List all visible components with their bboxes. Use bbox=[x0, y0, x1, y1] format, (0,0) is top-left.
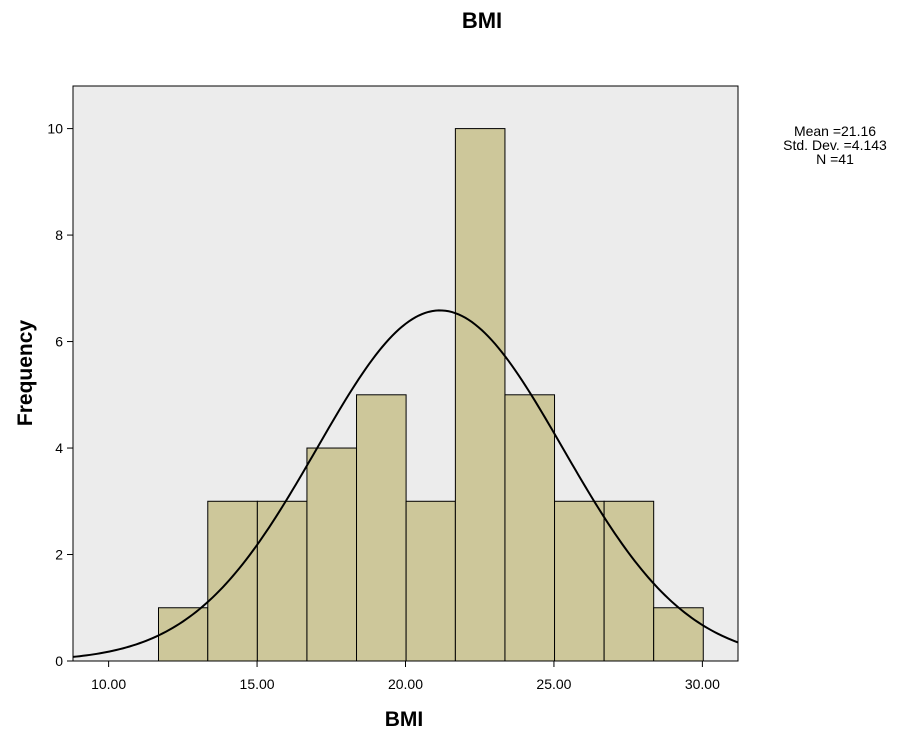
x-tick-label-25.00: 25.00 bbox=[536, 676, 571, 692]
normal-curve bbox=[72, 309, 739, 658]
y-tick-label-10: 10 bbox=[47, 121, 63, 137]
x-axis-title: BMI bbox=[385, 708, 424, 731]
histogram-bar-6 bbox=[405, 500, 456, 662]
histogram-bar-5 bbox=[356, 394, 407, 662]
x-tick-label-30.00: 30.00 bbox=[685, 676, 720, 692]
statistics-legend: Mean =21.16 Std. Dev. =4.143 N =41 bbox=[770, 124, 900, 166]
histogram-bar-11 bbox=[653, 607, 704, 662]
x-tick-label-10.00: 10.00 bbox=[91, 676, 126, 692]
y-tick-label-6: 6 bbox=[55, 334, 63, 350]
histogram-bar-3 bbox=[256, 500, 308, 662]
y-axis: 0 2 4 6 8 10 bbox=[47, 121, 73, 669]
y-axis-title: Frequency bbox=[14, 320, 37, 427]
y-tick-label-4: 4 bbox=[55, 440, 63, 456]
y-tick-label-2: 2 bbox=[55, 547, 63, 563]
histogram-bar-2 bbox=[207, 500, 258, 662]
histogram-bar-8 bbox=[504, 394, 556, 662]
stat-std-dev: Std. Dev. =4.143 bbox=[783, 137, 887, 153]
x-tick-label-15.00: 15.00 bbox=[240, 676, 275, 692]
y-tick-label-8: 8 bbox=[55, 227, 63, 243]
chart-title: BMI bbox=[461, 8, 503, 33]
stat-n: N =41 bbox=[816, 151, 854, 167]
bars-group bbox=[158, 128, 704, 662]
histogram-bar-4 bbox=[306, 447, 358, 662]
histogram-bar-7 bbox=[454, 128, 506, 662]
histogram-bar-9 bbox=[554, 500, 605, 662]
x-tick-label-20.00: 20.00 bbox=[388, 676, 423, 692]
y-tick-label-0: 0 bbox=[55, 653, 63, 669]
stat-mean: Mean =21.16 bbox=[793, 123, 877, 139]
x-axis: 10.00 15.00 20.00 25.00 30.00 bbox=[91, 661, 720, 692]
histogram-bar-1 bbox=[158, 607, 209, 662]
histogram-bar-10 bbox=[603, 500, 655, 662]
